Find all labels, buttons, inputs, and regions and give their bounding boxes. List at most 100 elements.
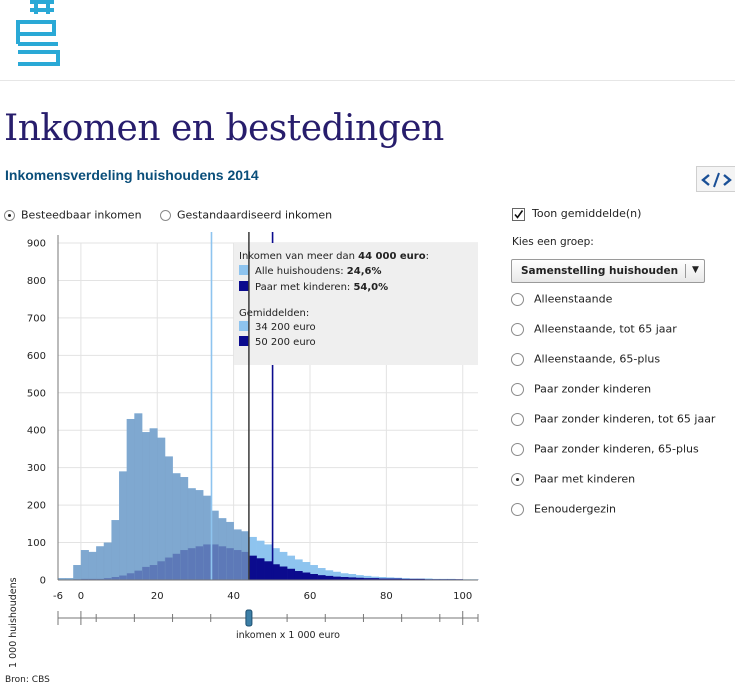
histogram-bar-selected bbox=[279, 566, 288, 580]
group-select-value: Samenstelling huishouden bbox=[521, 265, 679, 277]
group-option[interactable]: Paar met kinderen bbox=[511, 472, 735, 502]
histogram-bar-selected bbox=[302, 572, 311, 580]
histogram-bar-selected bbox=[340, 577, 349, 580]
histogram-bar-below-threshold bbox=[180, 477, 189, 580]
histogram-bar-below-threshold bbox=[149, 428, 158, 580]
histogram-bar-all bbox=[294, 559, 303, 580]
group-option[interactable]: Alleenstaande, 65-plus bbox=[511, 352, 735, 382]
histogram-bar-selected bbox=[317, 575, 326, 580]
radio-indicator bbox=[511, 502, 524, 516]
histogram-bar-selected bbox=[348, 577, 357, 580]
radio-indicator bbox=[511, 412, 524, 426]
group-option[interactable]: Paar zonder kinderen, tot 65 jaar bbox=[511, 412, 735, 442]
embed-button[interactable] bbox=[696, 166, 735, 192]
info-box-background bbox=[234, 243, 478, 365]
histogram-bar-below-threshold bbox=[172, 473, 181, 580]
means-heading: Gemiddelden: bbox=[239, 308, 309, 319]
histogram-bar-selected bbox=[355, 577, 364, 580]
histogram-bar-selected bbox=[332, 576, 341, 580]
radio-indicator bbox=[4, 209, 15, 221]
x-tick-label: 20 bbox=[151, 591, 164, 602]
threshold-slider-handle[interactable] bbox=[245, 609, 253, 627]
radio-indicator bbox=[511, 292, 524, 306]
x-tick-label: -6 bbox=[53, 591, 63, 602]
radio-gestandaardiseerd[interactable]: Gestandaardiseerd inkomen bbox=[160, 208, 332, 222]
group-option[interactable]: Alleenstaande, tot 65 jaar bbox=[511, 322, 735, 352]
header-divider bbox=[0, 80, 735, 81]
group-option-label: Paar zonder kinderen, 65-plus bbox=[534, 442, 699, 456]
code-icon bbox=[701, 172, 732, 188]
histogram-bar-below-threshold bbox=[119, 471, 128, 580]
mean-value-selected: 50 200 euro bbox=[255, 337, 316, 348]
group-radio-list: Alleenstaande Alleenstaande, tot 65 jaar… bbox=[511, 292, 735, 532]
show-means-label: Toon gemiddelde(n) bbox=[532, 207, 642, 220]
cbs-logo bbox=[16, 0, 60, 66]
histogram-bar-all bbox=[317, 568, 326, 580]
legend-swatch-all bbox=[239, 265, 249, 275]
histogram-bar-all bbox=[332, 571, 341, 580]
histogram-bar-below-threshold bbox=[80, 550, 89, 580]
info-row-selected: Paar met kinderen: 54,0% bbox=[255, 282, 388, 293]
select-separator bbox=[685, 264, 686, 278]
x-axis-label: inkomen x 1 000 euro bbox=[236, 630, 340, 641]
histogram-bar-below-threshold bbox=[96, 546, 105, 580]
histogram-bar-selected bbox=[287, 568, 296, 580]
histogram-bar-below-threshold bbox=[134, 413, 143, 580]
group-option[interactable]: Paar zonder kinderen, 65-plus bbox=[511, 442, 735, 472]
mean-swatch-selected bbox=[239, 336, 249, 346]
radio-indicator bbox=[511, 322, 524, 336]
histogram-bar-below-threshold bbox=[88, 551, 97, 580]
histogram-bar-below-threshold bbox=[73, 565, 82, 580]
radio-indicator bbox=[511, 382, 524, 396]
histogram-bar-selected bbox=[409, 578, 418, 580]
histogram-bar-below-threshold bbox=[142, 432, 150, 580]
y-tick-label: 300 bbox=[27, 463, 46, 474]
chart-subtitle: Inkomensverdeling huishoudens 2014 bbox=[5, 167, 259, 183]
histogram-bar-selected bbox=[378, 578, 387, 580]
y-tick-label: 200 bbox=[27, 501, 46, 512]
histogram-bar-all bbox=[287, 555, 296, 580]
radio-indicator bbox=[511, 472, 524, 486]
histogram-bar-all bbox=[310, 565, 318, 580]
y-tick-label: 500 bbox=[27, 388, 46, 399]
histogram-bar-selected bbox=[256, 558, 265, 580]
x-tick-label: 40 bbox=[227, 591, 240, 602]
histogram-bar-below-threshold bbox=[58, 578, 66, 580]
histogram-bar-below-threshold bbox=[187, 488, 196, 580]
histogram-bar-below-threshold bbox=[241, 531, 250, 580]
group-option[interactable]: Eenoudergezin bbox=[511, 502, 735, 532]
histogram-bar-all bbox=[378, 577, 387, 580]
group-option-label: Paar zonder kinderen bbox=[534, 382, 652, 396]
mean-swatch-all bbox=[239, 321, 249, 331]
histogram-bar-all bbox=[325, 570, 334, 580]
radio-indicator bbox=[511, 442, 524, 456]
y-tick-label: 400 bbox=[27, 426, 46, 437]
histogram-bar-all bbox=[271, 548, 280, 580]
group-select[interactable]: Samenstelling huishouden ▼ bbox=[511, 259, 705, 283]
y-tick-label: 600 bbox=[27, 351, 46, 362]
group-option-label: Alleenstaande, 65-plus bbox=[534, 352, 661, 366]
group-option-label: Eenoudergezin bbox=[534, 502, 617, 516]
show-means-checkbox[interactable] bbox=[512, 208, 525, 221]
histogram-bar-all bbox=[355, 575, 364, 580]
radio-besteedbaar[interactable]: Besteedbaar inkomen bbox=[4, 208, 142, 222]
group-option[interactable]: Alleenstaande bbox=[511, 292, 735, 322]
histogram-bar-selected bbox=[271, 564, 280, 580]
y-tick-label: 0 bbox=[40, 576, 46, 587]
group-option[interactable]: Paar zonder kinderen bbox=[511, 382, 735, 412]
histogram-bar-selected bbox=[394, 578, 402, 580]
y-axis-label: x 1 000 huishoudens bbox=[8, 577, 19, 670]
info-heading: Inkomen van meer dan 44 000 euro: bbox=[239, 251, 429, 262]
page-title: Inkomen en bestedingen bbox=[4, 108, 444, 149]
histogram-bar-below-threshold bbox=[226, 521, 234, 580]
histogram-bar-selected bbox=[401, 578, 410, 580]
histogram-bar-below-threshold bbox=[203, 495, 212, 580]
radio-indicator bbox=[160, 209, 171, 221]
group-option-label: Paar met kinderen bbox=[534, 472, 636, 486]
histogram-bar-below-threshold bbox=[210, 510, 219, 580]
y-tick-label: 900 bbox=[27, 239, 46, 250]
histogram-bar-all bbox=[302, 562, 311, 580]
histogram-bar-below-threshold bbox=[126, 418, 135, 580]
histogram-bar-selected bbox=[248, 555, 257, 580]
histogram-bar-selected bbox=[386, 578, 395, 580]
